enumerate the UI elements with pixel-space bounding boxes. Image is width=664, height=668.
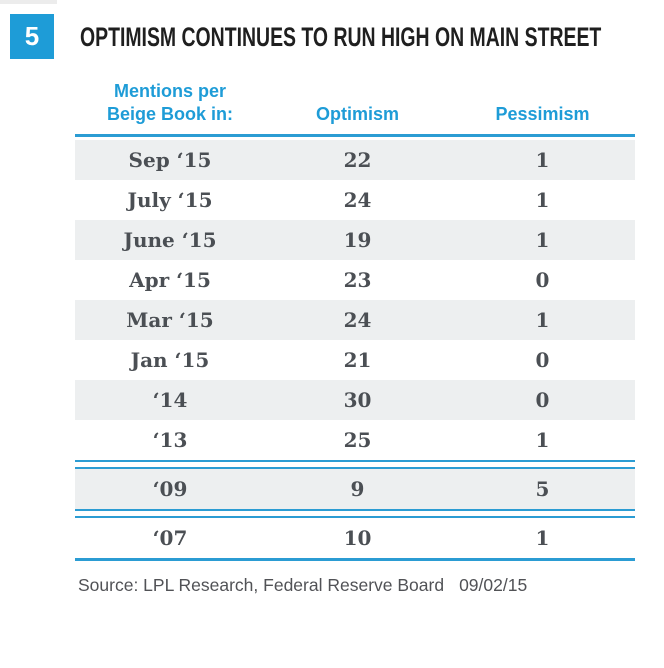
pessimism-cell: 1 [535, 148, 550, 172]
column-header-period-line2: Beige Book in: [106, 104, 233, 124]
pessimism-cell: 5 [535, 477, 550, 501]
period-cell: ‘09 [152, 477, 188, 501]
optimism-cell: 19 [343, 228, 372, 252]
optimism-cell: 22 [343, 148, 372, 172]
column-header-optimism: Optimism [315, 104, 399, 124]
pessimism-cell: 1 [535, 228, 550, 252]
optimism-cell: 10 [343, 526, 372, 550]
double-rule-separator [75, 460, 635, 469]
optimism-cell: 25 [343, 428, 372, 452]
beige-book-mentions-table: Mentions per Beige Book in: Optimism Pes… [75, 80, 635, 561]
optimism-cell: 9 [350, 477, 365, 501]
table-row: July ‘15 24 1 [75, 180, 635, 220]
pessimism-cell: 1 [535, 308, 550, 332]
table-row: Jan ‘15 21 0 [75, 340, 635, 380]
optimism-cell: 30 [343, 388, 372, 412]
table-bottom-rule [75, 558, 635, 561]
pessimism-cell: 1 [535, 428, 550, 452]
optimism-cell: 23 [343, 268, 372, 292]
pessimism-cell: 0 [535, 268, 550, 292]
pessimism-cell: 1 [535, 188, 550, 212]
column-header-period: Mentions per Beige Book in: [75, 80, 265, 126]
table-row: ‘07 10 1 [75, 518, 635, 558]
period-cell: June ‘15 [123, 228, 217, 252]
pessimism-cell: 0 [535, 348, 550, 372]
double-rule-separator [75, 509, 635, 518]
period-cell: Sep ‘15 [128, 148, 212, 172]
figure-number-badge: 5 [10, 14, 54, 59]
column-header-period-line1: Mentions per [113, 81, 226, 101]
table-row: Apr ‘15 23 0 [75, 260, 635, 300]
figure-title: OPTIMISM CONTINUES TO RUN HIGH ON MAIN S… [80, 22, 602, 52]
table-row: June ‘15 19 1 [75, 220, 635, 260]
screenshot-edge-artifact [0, 0, 57, 4]
period-cell: ‘14 [152, 388, 188, 412]
pessimism-cell: 0 [535, 388, 550, 412]
pessimism-cell: 1 [535, 526, 550, 550]
table-row: Sep ‘15 22 1 [75, 140, 635, 180]
table-body: Sep ‘15 22 1 July ‘15 24 1 June ‘15 19 1 Apr ‘15 2… [75, 140, 635, 561]
optimism-cell: 24 [343, 308, 372, 332]
period-cell: Jan ‘15 [130, 348, 210, 372]
period-cell: ‘13 [152, 428, 188, 452]
table-row: Mar ‘15 24 1 [75, 300, 635, 340]
period-cell: Mar ‘15 [126, 308, 214, 332]
optimism-cell: 24 [343, 188, 372, 212]
table-row: ‘09 9 5 [75, 469, 635, 509]
table-row: ‘13 25 1 [75, 420, 635, 460]
source-text: Source: LPL Research, Federal Reserve Bo… [78, 575, 445, 595]
period-cell: Apr ‘15 [129, 268, 211, 292]
table-header-row: Mentions per Beige Book in: Optimism Pes… [75, 80, 635, 137]
period-cell: July ‘15 [127, 188, 213, 212]
period-cell: ‘07 [152, 526, 188, 550]
source-date: 09/02/15 [459, 575, 528, 595]
source-line: Source: LPL Research, Federal Reserve Bo… [78, 575, 527, 596]
table-row: ‘14 30 0 [75, 380, 635, 420]
optimism-cell: 21 [343, 348, 372, 372]
column-header-pessimism: Pessimism [495, 104, 590, 124]
